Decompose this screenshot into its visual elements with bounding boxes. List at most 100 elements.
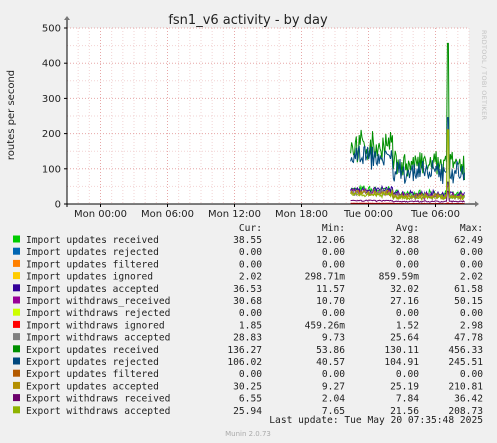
legend-row: Import withdraws rejected 0.00 0.00 0.00 0.0…: [13, 308, 483, 319]
legend-swatch: [13, 320, 20, 328]
legend-row: Import updates filtered 0.00 0.00 0.00 0.00: [13, 259, 483, 270]
legend-value: 0.00: [239, 308, 262, 319]
legend-row: Export updates received 136.27 53.86 130.11…: [13, 345, 483, 356]
y-axis-label: routes per second: [6, 70, 17, 160]
legend-value: 11.57: [316, 284, 345, 295]
legend-row: Export updates rejected 106.02 40.57 104.91…: [13, 357, 483, 368]
legend-value: 0.00: [396, 247, 419, 258]
legend-swatch: [13, 272, 20, 280]
legend-value: 10.70: [316, 296, 345, 307]
legend-series-name: Export updates rejected: [26, 357, 159, 368]
rrdtool-side-label: RRDTOOL / TOBI OETIKER: [480, 30, 488, 120]
legend-series-name: Import withdraws ignored: [26, 320, 165, 331]
legend-swatch: [13, 308, 20, 316]
legend-series-name: Export withdraws accepted: [26, 406, 170, 417]
legend-row: Import withdraws accepted 28.83 9.73 25.64 4…: [13, 333, 483, 344]
series-line: [350, 117, 465, 185]
series-line: [350, 181, 465, 199]
legend-value: 0.00: [239, 369, 262, 380]
y-tick-label: 200: [42, 129, 61, 140]
legend-value: 7.65: [322, 406, 345, 417]
legend-value: 0.00: [396, 308, 419, 319]
x-tick-label: Mon 12:00: [208, 209, 261, 220]
legend-swatch: [13, 284, 20, 292]
y-tick-label: 300: [42, 94, 61, 105]
legend-swatch: [13, 357, 20, 365]
legend-value: 0.00: [239, 259, 262, 270]
legend-value: 9.73: [322, 333, 345, 344]
legend-value: 298.71m: [305, 272, 346, 283]
legend-value: 30.25: [233, 381, 262, 392]
legend-series-name: Export updates filtered: [26, 369, 159, 380]
legend-series-name: Export updates accepted: [26, 381, 159, 392]
legend-series-name: Import updates received: [26, 235, 159, 246]
legend-row: Export updates filtered 0.00 0.00 0.00 0.00: [13, 369, 483, 380]
x-tick-label: Tue 06:00: [410, 209, 460, 220]
y-tick-label: 0: [55, 200, 61, 211]
x-tick-label: Mon 00:00: [74, 209, 127, 220]
series-line: [350, 190, 465, 203]
legend-value: 32.88: [390, 235, 419, 246]
plot-area: [64, 16, 479, 207]
grid-lines: [66, 27, 470, 205]
legend-value: 0.00: [460, 247, 483, 258]
x-tick-label: Tue 00:00: [343, 209, 393, 220]
legend-value: 21.56: [390, 406, 419, 417]
legend-swatch: [13, 394, 20, 402]
legend-value: 0.00: [322, 247, 345, 258]
legend-value: 62.49: [454, 235, 483, 246]
legend-row: Import updates accepted 36.53 11.57 32.02 61…: [13, 284, 483, 295]
legend-row: Export withdraws accepted 25.94 7.65 21.56 2…: [13, 406, 483, 417]
legend-rows: Import updates received 38.55 12.06 32.88 62…: [13, 235, 483, 417]
legend-value: 130.11: [384, 345, 419, 356]
legend-value: 1.52: [396, 320, 419, 331]
legend-value: 0.00: [460, 259, 483, 270]
legend-value: 0.00: [460, 369, 483, 380]
legend-swatch: [13, 381, 20, 389]
legend-swatch: [13, 369, 20, 377]
legend-header: Cur: Min: Avg: Max:: [239, 223, 483, 234]
legend-value: 25.19: [390, 381, 419, 392]
legend-swatch: [13, 345, 20, 353]
legend-value: 36.53: [233, 284, 262, 295]
legend-value: 0.00: [460, 308, 483, 319]
y-axis-arrow: [64, 16, 70, 20]
legend-swatch: [13, 406, 20, 414]
legend-row: Export updates accepted 30.25 9.27 25.19 210…: [13, 381, 483, 392]
legend-column-header: Max:: [460, 223, 483, 234]
legend-series-name: Import updates ignored: [26, 272, 153, 283]
legend: Cur: Min: Avg: Max: Import updates received…: [13, 223, 483, 417]
y-tick-label: 500: [42, 24, 61, 35]
legend-value: 0.00: [239, 247, 262, 258]
legend-value: 53.86: [316, 345, 345, 356]
legend-series-name: Export updates received: [26, 345, 159, 356]
legend-value: 0.00: [396, 369, 419, 380]
legend-series-name: Import withdraws_received: [26, 296, 170, 307]
legend-swatch: [13, 296, 20, 304]
legend-value: 459.26m: [305, 320, 346, 331]
legend-value: 2.04: [322, 394, 345, 405]
y-axis-ticks: 0 100 200 300 400 500: [42, 24, 67, 211]
legend-value: 30.68: [233, 296, 262, 307]
x-tick-label: Mon 06:00: [141, 209, 194, 220]
legend-value: 6.55: [239, 394, 262, 405]
legend-swatch: [13, 259, 20, 267]
legend-value: 456.33: [448, 345, 483, 356]
legend-series-name: Import withdraws accepted: [26, 333, 170, 344]
legend-value: 47.78: [454, 333, 483, 344]
legend-value: 12.06: [316, 235, 345, 246]
legend-value: 0.00: [322, 259, 345, 270]
x-axis-arrow: [475, 201, 479, 207]
legend-value: 61.58: [454, 284, 483, 295]
legend-value: 50.15: [454, 296, 483, 307]
legend-value: 28.83: [233, 333, 262, 344]
legend-row: Import withdraws_received 30.68 10.70 27.16…: [13, 296, 483, 307]
axes: [64, 16, 479, 207]
legend-value: 27.16: [390, 296, 419, 307]
legend-value: 136.27: [227, 345, 262, 356]
chart-title: fsn1_v6 activity - by day: [168, 13, 328, 28]
legend-value: 104.91: [384, 357, 419, 368]
legend-value: 7.84: [396, 394, 419, 405]
legend-value: 208.73: [448, 406, 483, 417]
